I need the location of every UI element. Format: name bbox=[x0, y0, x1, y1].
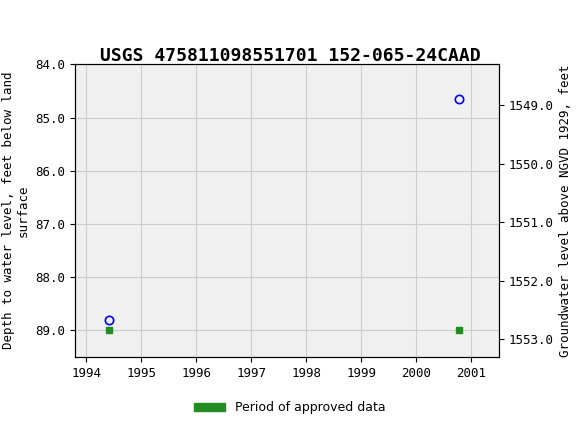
Text: USGS: USGS bbox=[46, 9, 110, 29]
Legend: Period of approved data: Period of approved data bbox=[189, 396, 391, 419]
Y-axis label: Depth to water level, feet below land
surface: Depth to water level, feet below land su… bbox=[2, 72, 30, 350]
Y-axis label: Groundwater level above NGVD 1929, feet: Groundwater level above NGVD 1929, feet bbox=[559, 64, 572, 357]
Text: USGS 475811098551701 152-065-24CAAD: USGS 475811098551701 152-065-24CAAD bbox=[100, 47, 480, 65]
